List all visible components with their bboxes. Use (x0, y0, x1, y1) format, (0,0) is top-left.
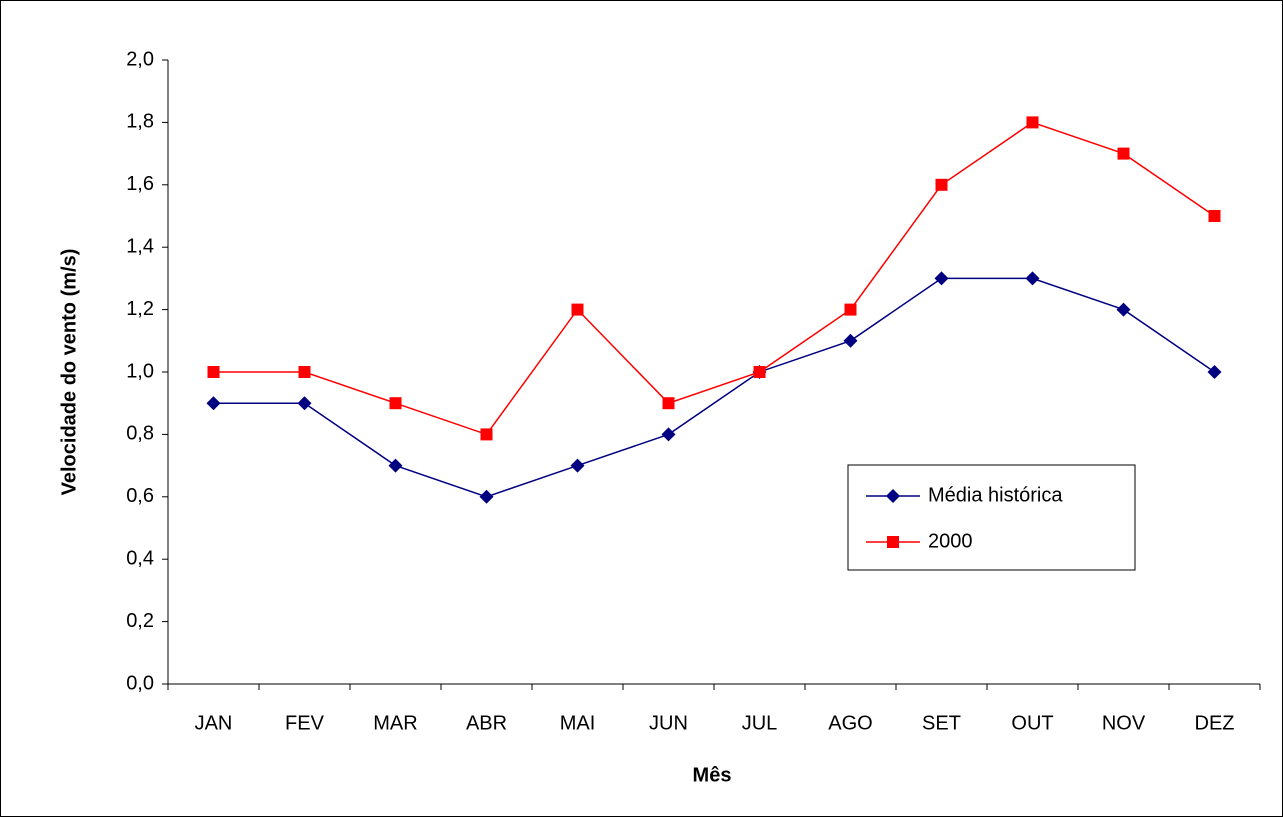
data-point (753, 366, 766, 378)
x-tick-label: JUN (649, 712, 688, 734)
x-tick-label: SET (922, 712, 961, 734)
x-tick-label: FEV (285, 712, 325, 734)
data-point (662, 397, 675, 410)
y-tick-label: 0,6 (126, 485, 154, 507)
data-point (1117, 147, 1130, 160)
x-tick-label: AGO (828, 712, 872, 734)
legend-box (847, 464, 1136, 571)
x-tick-label: MAR (373, 712, 417, 734)
x-tick-label: NOV (1102, 712, 1146, 734)
x-tick-label: OUT (1011, 712, 1053, 734)
x-tick-label: JUL (742, 712, 778, 734)
y-tick-label: 1,2 (126, 298, 154, 320)
data-point (389, 397, 402, 410)
data-point (388, 458, 403, 473)
series-line (213, 121, 1215, 436)
data-point (934, 271, 949, 286)
x-tick-label: MAI (560, 712, 596, 734)
data-point (297, 396, 312, 411)
data-point (843, 333, 858, 348)
x-axis-title: Mês (693, 764, 732, 786)
y-tick-label: 0,8 (126, 423, 154, 445)
y-tick-label: 1,4 (126, 235, 154, 257)
x-tick-label: JAN (195, 712, 233, 734)
y-tick-label: 1,0 (126, 360, 154, 382)
data-point (479, 489, 494, 504)
data-point (298, 366, 311, 378)
y-tick-label: 1,8 (126, 111, 154, 133)
legend-label: 2000 (928, 530, 973, 552)
data-point (1026, 116, 1039, 129)
series-line (213, 277, 1215, 498)
y-tick-label: 0,0 (126, 672, 154, 694)
y-axis-title: Velocidade do vento (m/s) (58, 249, 80, 496)
data-point (1207, 365, 1222, 379)
data-point (1116, 302, 1131, 317)
data-point (207, 366, 220, 378)
y-tick-label: 1,6 (126, 173, 154, 195)
legend-label: Média histórica (928, 484, 1063, 506)
legend-marker (886, 489, 900, 503)
data-point (844, 303, 857, 316)
x-tick-label: DEZ (1195, 712, 1235, 734)
y-tick-label: 0,2 (126, 610, 154, 632)
data-point (480, 428, 493, 441)
data-point (206, 396, 221, 411)
x-tick-label: ABR (466, 712, 507, 734)
data-point (571, 303, 584, 316)
data-point (1025, 271, 1040, 286)
y-tick-label: 2,0 (126, 48, 154, 70)
data-point (1208, 210, 1221, 222)
y-tick-label: 0,4 (126, 547, 154, 569)
data-point (570, 458, 585, 473)
data-point (935, 178, 948, 191)
data-point (661, 427, 676, 442)
legend-marker (887, 536, 899, 548)
